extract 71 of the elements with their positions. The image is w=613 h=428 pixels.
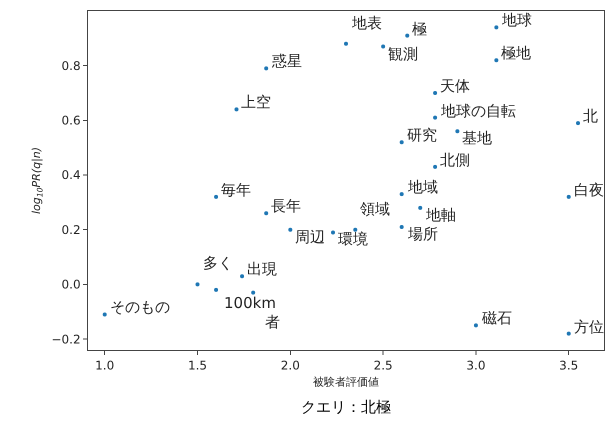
y-tick-label: 0.8 <box>62 58 81 73</box>
x-tick-label: 2.5 <box>374 358 393 372</box>
annotation: 多く <box>203 254 233 272</box>
annotation: 上空 <box>241 93 271 111</box>
annotation: 地軸 <box>425 206 456 224</box>
annotation: 出現 <box>247 260 277 278</box>
point <box>418 206 422 210</box>
annotation: 場所 <box>407 225 438 243</box>
annotation: 長年 <box>271 197 301 215</box>
point <box>240 274 244 278</box>
y-tick-label: 0.0 <box>62 278 81 292</box>
annotation: 研究 <box>407 126 437 144</box>
annotation: 毎年 <box>221 181 251 199</box>
annotation: 地表 <box>351 14 382 32</box>
point <box>405 34 410 38</box>
point <box>196 282 200 286</box>
point <box>344 42 348 46</box>
point <box>264 211 268 216</box>
annotation: 北 <box>583 107 598 125</box>
y-tick-label: 0.4 <box>62 168 81 182</box>
point <box>455 129 460 134</box>
annotation: そのもの <box>110 298 170 316</box>
point <box>381 44 386 49</box>
annotation: 観測 <box>388 45 418 63</box>
point <box>234 107 238 112</box>
point <box>400 192 404 196</box>
point <box>566 194 571 199</box>
annotation: 白夜 <box>574 181 604 199</box>
point <box>494 25 498 30</box>
annotation: 磁石 <box>481 309 512 327</box>
point <box>494 58 498 62</box>
x-axis-title: 被験者評価値 <box>313 376 379 389</box>
point <box>433 116 438 120</box>
point <box>264 66 268 70</box>
annotation: 地球 <box>501 11 532 29</box>
y-tick-label: −0.2 <box>51 332 81 346</box>
point <box>331 230 336 234</box>
point <box>102 312 107 316</box>
point <box>433 164 438 169</box>
annotation: 周辺 <box>295 228 325 246</box>
point <box>400 224 404 229</box>
annotation: 極 <box>412 20 427 38</box>
annotation: 極地 <box>501 44 531 62</box>
annotation: 惑星 <box>271 52 302 70</box>
annotation: 環境 <box>338 230 368 248</box>
annotation: 地域 <box>407 178 438 196</box>
annotation: 者 <box>265 313 280 331</box>
annotation: 天体 <box>440 77 470 95</box>
point <box>566 332 571 336</box>
x-tick-label: 1.5 <box>188 358 208 372</box>
annotation: 100km <box>224 294 276 312</box>
point <box>400 140 404 144</box>
y-tick-label: 0.6 <box>62 114 81 128</box>
annotation: 北側 <box>440 151 470 169</box>
text: クエリ：北極 <box>301 398 391 416</box>
annotation: 領域 <box>360 200 390 218</box>
x-tick-label: 1.0 <box>95 358 114 372</box>
x-tick-label: 2.0 <box>280 358 300 372</box>
point <box>433 91 438 96</box>
point <box>214 288 218 292</box>
point <box>576 121 580 126</box>
y-tick-label: 0.2 <box>62 222 81 237</box>
annotation: 方位 <box>574 318 604 336</box>
point <box>214 194 218 199</box>
x-tick-label: 3.0 <box>466 358 486 372</box>
point <box>251 290 256 295</box>
point <box>288 228 292 232</box>
point <box>474 323 478 328</box>
x-tick-label: 3.5 <box>559 358 578 372</box>
annotation: 基地 <box>462 129 492 147</box>
annotation: 地球の自転 <box>440 102 516 120</box>
